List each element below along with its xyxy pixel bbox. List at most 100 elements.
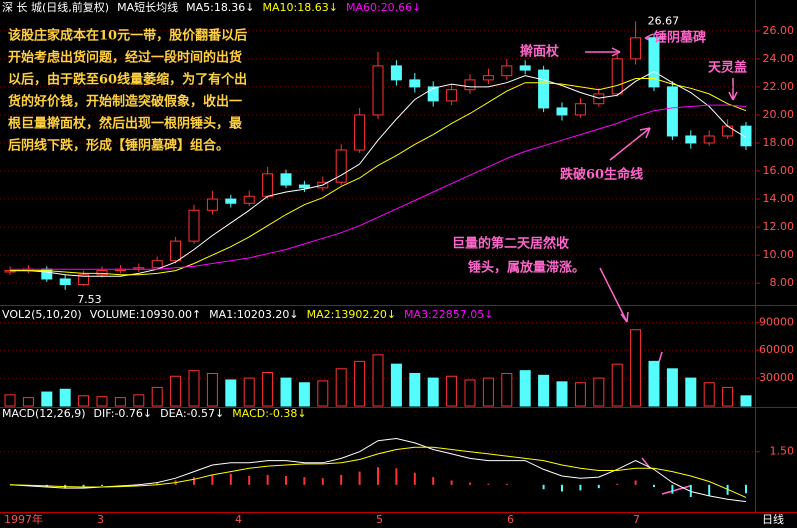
note-text: 以后，由于跌至60线量萎缩，为了有个出 bbox=[8, 72, 247, 88]
volume-bar bbox=[666, 368, 678, 407]
candle-body bbox=[722, 125, 734, 137]
volume-bar bbox=[740, 395, 752, 407]
note-text: 后阴线下跌，形成【锤阴墓碑】组合。 bbox=[8, 138, 229, 154]
volume-bar bbox=[556, 381, 568, 407]
volume-bar bbox=[188, 370, 200, 407]
price-label: 7.53 bbox=[77, 293, 102, 306]
y-tick-label: 18.00 bbox=[763, 136, 795, 149]
indicator-line bbox=[9, 446, 747, 498]
candle-body bbox=[501, 65, 513, 77]
volume-bar bbox=[354, 360, 366, 407]
x-tick-label: 日线 bbox=[762, 512, 784, 526]
volume-bar bbox=[519, 370, 531, 407]
volume-bar bbox=[482, 377, 494, 407]
volume-bar bbox=[78, 395, 90, 407]
candle-body bbox=[427, 86, 439, 102]
volume-bar bbox=[114, 397, 126, 407]
candle-body bbox=[446, 89, 458, 102]
volume-bar bbox=[630, 329, 642, 407]
volume-bar bbox=[501, 372, 513, 407]
volume-bar bbox=[538, 374, 550, 407]
volume-bar bbox=[170, 375, 182, 407]
annotation: 天灵盖 bbox=[708, 60, 747, 76]
volume-bar bbox=[335, 368, 347, 407]
panel-header: MA60:20.66↓ bbox=[346, 1, 421, 14]
volume-bar bbox=[390, 363, 402, 407]
x-tick-label: 5 bbox=[376, 513, 383, 526]
y-tick-label: 14.00 bbox=[763, 192, 795, 205]
candle-body bbox=[298, 184, 310, 189]
panel-header: 深 长 城(日线,前复权) bbox=[2, 0, 109, 14]
x-tick-label: 1997年 bbox=[4, 512, 43, 526]
y-tick-label: 60000 bbox=[759, 343, 794, 356]
y-tick-label: 24.00 bbox=[763, 52, 795, 65]
candle-body bbox=[611, 58, 623, 95]
y-tick-label: 20.00 bbox=[763, 108, 795, 121]
volume-bar bbox=[4, 394, 16, 407]
volume-bar bbox=[574, 382, 586, 407]
note-text: 开始考虑出货问题，经过一段时间的出货 bbox=[8, 50, 242, 66]
panel-header: DEA:-0.57↓ bbox=[160, 407, 224, 420]
volume-bar bbox=[593, 377, 605, 407]
x-tick-label: 3 bbox=[97, 513, 104, 526]
candle-body bbox=[574, 103, 586, 116]
candle-body bbox=[59, 278, 71, 286]
y-tick-label: 1.50 bbox=[770, 445, 795, 458]
panel-header: MA10:18.63↓ bbox=[263, 1, 338, 14]
panel-header: MA1:10203.20↓ bbox=[209, 308, 298, 321]
candle-body bbox=[151, 260, 163, 269]
candle-body bbox=[280, 173, 292, 186]
candle-body bbox=[354, 114, 366, 151]
candle-body bbox=[390, 65, 402, 81]
x-tick-label: 6 bbox=[507, 513, 514, 526]
volume-bar bbox=[133, 394, 145, 407]
y-tick-label: 16.00 bbox=[763, 164, 795, 177]
candle-body bbox=[593, 93, 605, 105]
panel-header: MA短长均线 bbox=[117, 0, 178, 14]
candle-body bbox=[409, 79, 421, 88]
annotation: 锤头，属放量滞涨。 bbox=[467, 260, 585, 276]
candle-body bbox=[703, 135, 715, 144]
candle-body bbox=[225, 198, 237, 204]
candle-body bbox=[556, 107, 568, 116]
candle-body bbox=[335, 149, 347, 183]
volume-bar bbox=[464, 379, 476, 407]
volume-bar bbox=[262, 372, 274, 407]
annotation: 跌破60生命线 bbox=[560, 167, 643, 183]
y-tick-label: 8.00 bbox=[770, 276, 795, 289]
panel-header: VOLUME:10930.00↑ bbox=[90, 308, 201, 321]
volume-bar bbox=[59, 388, 71, 407]
panel-header: VOL2(5,10,20) bbox=[2, 308, 82, 321]
volume-bar bbox=[372, 354, 384, 407]
candle-body bbox=[170, 240, 182, 262]
annotation: 锤阴墓碑 bbox=[653, 30, 706, 46]
panel-header: MA5:18.36↓ bbox=[186, 1, 254, 14]
volume-bar bbox=[298, 382, 310, 407]
panel-header: DIF:-0.76↓ bbox=[94, 407, 153, 420]
candle-body bbox=[685, 135, 697, 144]
note-text: 该股庄家成本在10元一带，股价翻番以后 bbox=[8, 28, 247, 44]
volume-bar bbox=[151, 386, 163, 407]
volume-bar bbox=[648, 360, 660, 407]
x-tick-label: 7 bbox=[633, 513, 640, 526]
volume-bar bbox=[446, 375, 458, 407]
candle-body bbox=[262, 173, 274, 197]
volume-bar bbox=[22, 397, 34, 407]
volume-bar bbox=[685, 377, 697, 407]
panel-header: MACD:-0.38↓ bbox=[232, 407, 306, 420]
candle-body bbox=[372, 65, 384, 116]
y-tick-label: 26.00 bbox=[763, 24, 795, 37]
volume-bar bbox=[280, 377, 292, 407]
candle-body bbox=[188, 209, 200, 242]
note-text: 根巨量擀面杖，然后出现一根阴锤头，最 bbox=[8, 116, 243, 132]
note-text: 货的好价钱，开始制造突破假象，收出一 bbox=[8, 94, 242, 110]
candle-body bbox=[666, 86, 678, 137]
panel-header: MA3:22857.05↓ bbox=[404, 308, 493, 321]
volume-bar bbox=[427, 377, 439, 407]
volume-bar bbox=[409, 372, 421, 407]
indicator-line bbox=[10, 78, 747, 276]
y-tick-label: 90000 bbox=[759, 315, 794, 328]
volume-bar bbox=[41, 391, 53, 407]
panel-header: MACD(12,26,9) bbox=[2, 407, 86, 420]
